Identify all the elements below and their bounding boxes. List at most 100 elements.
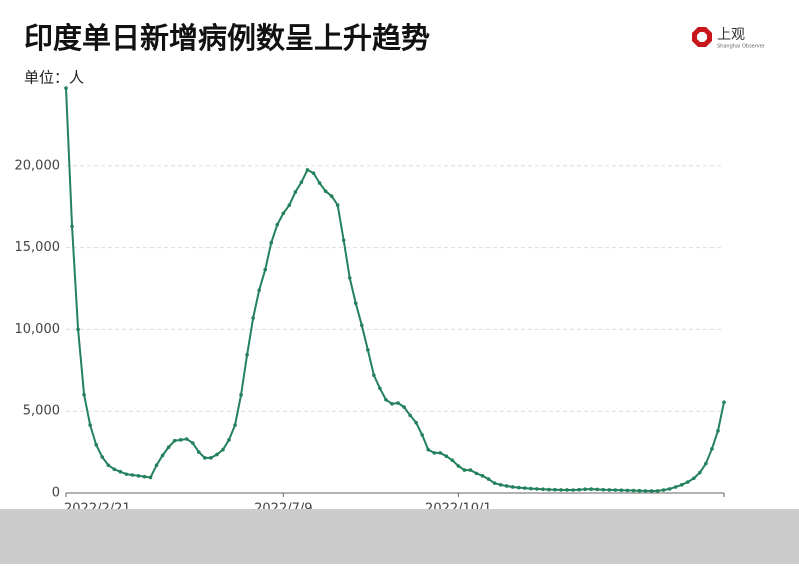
data-point — [456, 464, 461, 468]
data-point — [366, 348, 370, 352]
data-point — [438, 451, 443, 455]
data-point — [450, 458, 455, 463]
y-tick-label: 20,000 — [15, 158, 61, 173]
data-point — [305, 168, 310, 172]
logo-icon-inner — [697, 32, 707, 42]
data-point — [486, 477, 491, 481]
data-point — [529, 486, 533, 491]
data-point — [722, 400, 726, 405]
data-point — [498, 483, 503, 487]
data-point — [118, 469, 123, 474]
data-point — [329, 194, 334, 198]
data-point — [233, 423, 237, 427]
unit-label: 单位：人 — [24, 69, 84, 87]
data-point — [82, 393, 86, 397]
data-point — [631, 488, 636, 493]
data-point — [275, 222, 280, 227]
data-point — [396, 401, 400, 405]
data-point — [130, 473, 135, 477]
data-point — [317, 181, 322, 185]
data-point — [372, 373, 376, 378]
data-point — [577, 487, 581, 492]
data-point — [142, 474, 147, 479]
data-point — [462, 468, 467, 472]
data-point — [432, 451, 437, 455]
y-tick-label: 15,000 — [15, 240, 61, 255]
data-point — [637, 488, 642, 493]
data-point — [172, 438, 177, 443]
data-point — [251, 316, 255, 320]
data-point — [178, 438, 183, 442]
data-point — [547, 487, 551, 492]
data-point — [444, 454, 449, 458]
data-point — [510, 485, 515, 489]
data-point — [148, 475, 153, 480]
data-point — [716, 429, 720, 433]
data-point — [257, 288, 261, 292]
logo-subtext: Shanghai Observer — [717, 44, 766, 50]
data-point — [293, 190, 298, 194]
y-tick-label: 0 — [52, 486, 60, 501]
bottom-bar — [0, 509, 799, 564]
data-point — [692, 476, 696, 481]
logo-text: 上观 — [717, 27, 745, 43]
data-point — [420, 433, 424, 437]
data-point — [408, 413, 412, 418]
plot-area: 05,00010,00015,00020,0002022/2/212022/7/… — [15, 86, 726, 517]
data-point — [601, 487, 606, 492]
data-point — [673, 485, 678, 489]
data-point — [154, 463, 159, 467]
data-point — [553, 487, 557, 492]
data-point — [522, 486, 527, 490]
data-point — [124, 472, 129, 476]
data-point — [106, 463, 111, 467]
data-point — [245, 352, 249, 357]
data-point — [679, 483, 684, 487]
data-point — [516, 485, 521, 490]
data-point — [583, 487, 587, 492]
data-point — [426, 447, 431, 452]
data-point — [166, 445, 171, 449]
logo: 上观 Shanghai Observer — [692, 27, 766, 50]
data-point — [203, 456, 207, 460]
data-point — [704, 461, 708, 466]
data-point — [667, 487, 672, 491]
data-point — [384, 397, 388, 402]
data-point — [136, 474, 141, 478]
data-point — [287, 203, 292, 207]
data-point — [698, 470, 702, 475]
data-point — [571, 488, 575, 492]
data-point — [190, 441, 195, 445]
data-point — [323, 189, 328, 193]
data-point — [221, 447, 225, 452]
data-point — [64, 86, 68, 90]
data-point — [619, 488, 624, 493]
data-point — [565, 488, 569, 492]
data-point — [263, 267, 268, 272]
data-point — [378, 386, 382, 391]
data-point — [197, 450, 201, 454]
data-point — [160, 453, 165, 458]
data-point — [390, 402, 394, 406]
data-point — [685, 480, 690, 484]
data-point — [607, 488, 612, 492]
data-point — [184, 437, 189, 441]
data-point — [504, 484, 509, 488]
data-point — [492, 481, 497, 485]
data-point — [100, 455, 105, 459]
data-point — [655, 489, 660, 493]
data-point — [299, 180, 304, 184]
data-point — [661, 488, 666, 492]
data-point — [70, 224, 74, 229]
data-point — [589, 487, 593, 491]
y-tick-label: 10,000 — [15, 322, 61, 337]
chart-title: 印度单日新增病例数呈上升趋势 — [24, 21, 430, 55]
data-point — [341, 238, 346, 243]
data-point — [347, 276, 352, 280]
data-point — [643, 489, 648, 493]
data-point — [311, 171, 316, 175]
data-point — [613, 488, 618, 492]
data-point — [595, 487, 600, 492]
data-point — [112, 467, 117, 472]
